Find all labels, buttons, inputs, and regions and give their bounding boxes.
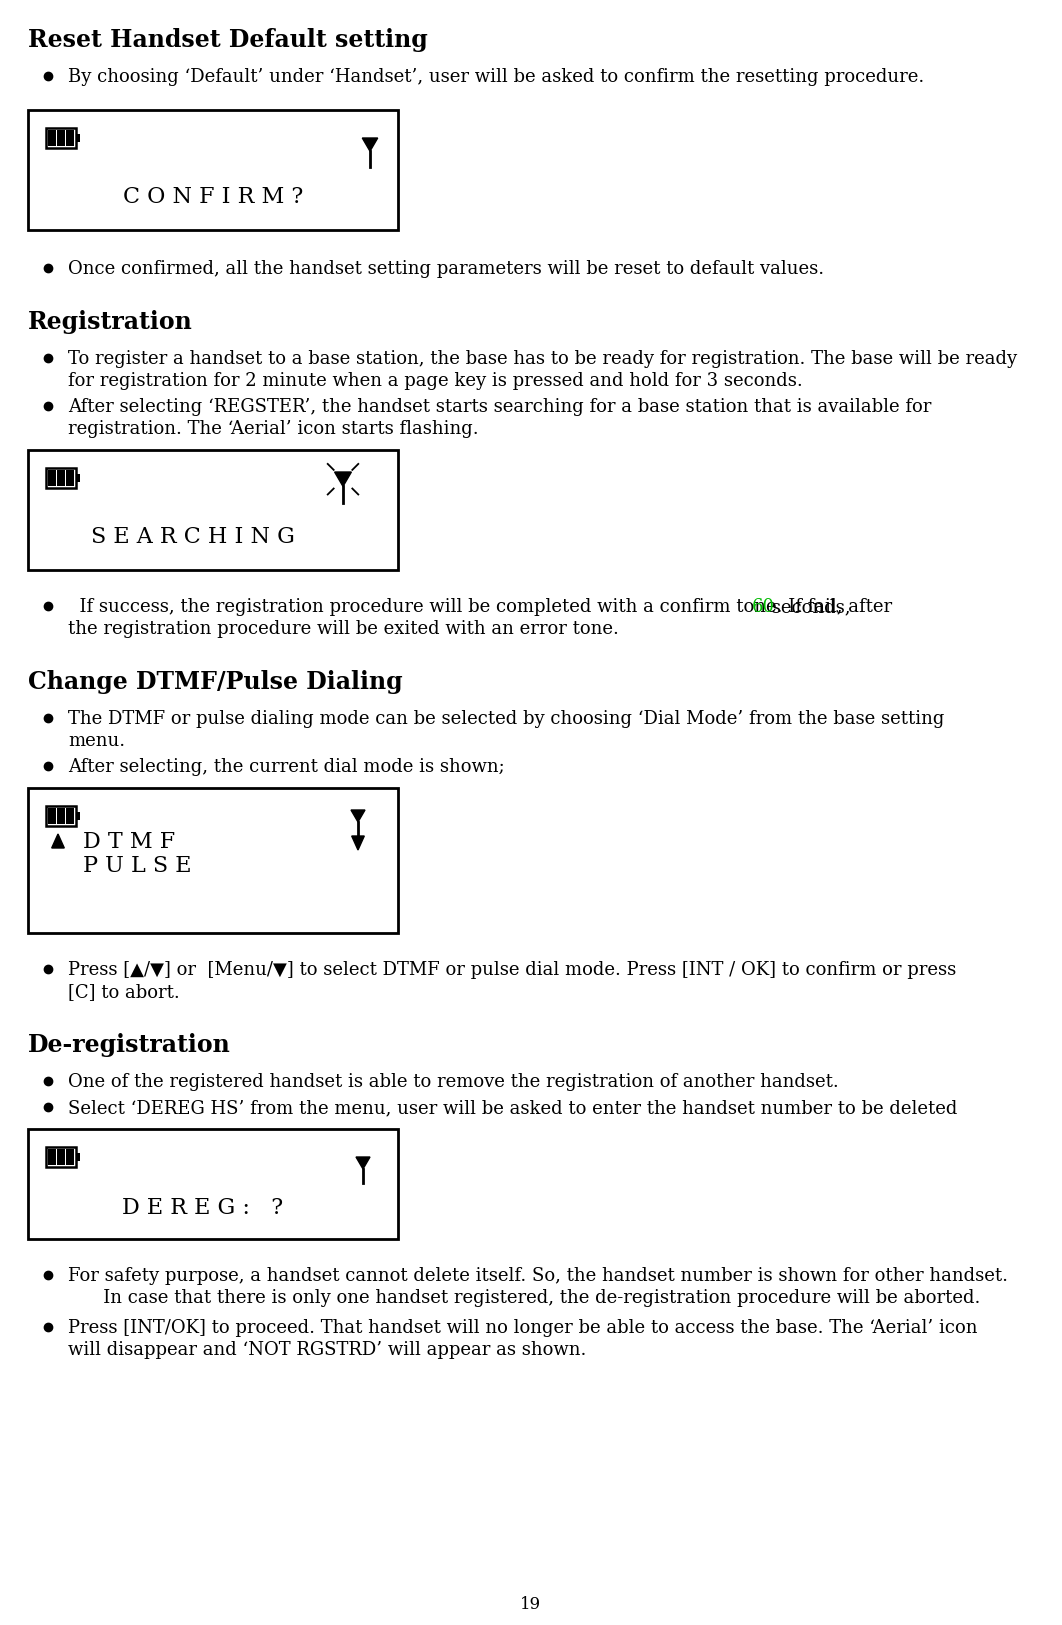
Text: [C] to abort.: [C] to abort.: [68, 983, 179, 1001]
Text: If success, the registration procedure will be completed with a confirm tone. If: If success, the registration procedure w…: [68, 598, 897, 616]
Text: Change DTMF/Pulse Dialing: Change DTMF/Pulse Dialing: [28, 670, 402, 694]
Text: 60: 60: [752, 598, 775, 616]
Polygon shape: [335, 471, 352, 486]
Text: In case that there is only one handset registered, the de-registration procedure: In case that there is only one handset r…: [86, 1289, 980, 1306]
Text: One of the registered handset is able to remove the registration of another hand: One of the registered handset is able to…: [68, 1072, 839, 1090]
Bar: [49, 470, 55, 486]
Bar: [57, 808, 65, 824]
Text: The DTMF or pulse dialing mode can be selected by choosing ‘Dial Mode’ from the : The DTMF or pulse dialing mode can be se…: [68, 710, 944, 728]
Text: S E A R C H I N G: S E A R C H I N G: [91, 526, 295, 548]
Text: Reset Handset Default setting: Reset Handset Default setting: [28, 28, 428, 52]
Text: C O N F I R M ?: C O N F I R M ?: [123, 185, 303, 208]
Bar: [76, 474, 80, 483]
Bar: [76, 1154, 80, 1160]
Bar: [28, 1129, 398, 1238]
Bar: [28, 111, 398, 231]
Bar: [57, 1149, 65, 1165]
Text: 19: 19: [520, 1596, 542, 1614]
Polygon shape: [352, 835, 364, 850]
Text: will disappear and ‘NOT RGSTRD’ will appear as shown.: will disappear and ‘NOT RGSTRD’ will app…: [68, 1341, 586, 1358]
Polygon shape: [52, 834, 65, 848]
Text: After selecting ‘REGSTER’, the handset starts searching for a base station that : After selecting ‘REGSTER’, the handset s…: [68, 398, 931, 416]
Bar: [66, 1149, 73, 1165]
Polygon shape: [356, 1157, 370, 1168]
Bar: [49, 808, 55, 824]
Text: By choosing ‘Default’ under ‘Handset’, user will be asked to confirm the resetti: By choosing ‘Default’ under ‘Handset’, u…: [68, 68, 924, 86]
Text: registration. The ‘Aerial’ icon starts flashing.: registration. The ‘Aerial’ icon starts f…: [68, 419, 479, 439]
Text: Select ‘DEREG HS’ from the menu, user will be asked to enter the handset number : Select ‘DEREG HS’ from the menu, user wi…: [68, 1098, 957, 1116]
Bar: [46, 128, 76, 148]
Bar: [66, 130, 73, 146]
Bar: [28, 450, 398, 570]
Text: To register a handset to a base station, the base has to be ready for registrati: To register a handset to a base station,…: [68, 349, 1017, 367]
Text: seconds,: seconds,: [767, 598, 851, 616]
Bar: [28, 788, 398, 933]
Polygon shape: [352, 809, 365, 822]
Text: Press [INT/OK] to proceed. That handset will no longer be able to access the bas: Press [INT/OK] to proceed. That handset …: [68, 1320, 977, 1337]
Text: for registration for 2 minute when a page key is pressed and hold for 3 seconds.: for registration for 2 minute when a pag…: [68, 372, 803, 390]
Bar: [66, 470, 73, 486]
Text: D T M F: D T M F: [83, 830, 175, 853]
Bar: [57, 130, 65, 146]
Bar: [76, 812, 80, 821]
Text: D E R E G :   ?: D E R E G : ?: [122, 1198, 284, 1219]
Bar: [66, 808, 73, 824]
Bar: [49, 130, 55, 146]
Text: Registration: Registration: [28, 310, 192, 335]
Bar: [46, 806, 76, 826]
Text: Press [▲/▼] or  [Menu/▼] to select DTMF or pulse dial mode. Press [INT / OK] to : Press [▲/▼] or [Menu/▼] to select DTMF o…: [68, 960, 956, 978]
Bar: [46, 1147, 76, 1167]
Bar: [76, 133, 80, 141]
Text: For safety purpose, a handset cannot delete itself. So, the handset number is sh: For safety purpose, a handset cannot del…: [68, 1268, 1008, 1285]
Text: After selecting, the current dial mode is shown;: After selecting, the current dial mode i…: [68, 757, 504, 777]
Text: De-registration: De-registration: [28, 1034, 230, 1056]
Bar: [46, 468, 76, 487]
Polygon shape: [362, 138, 378, 151]
Bar: [49, 1149, 55, 1165]
Text: menu.: menu.: [68, 731, 125, 751]
Bar: [57, 470, 65, 486]
Text: the registration procedure will be exited with an error tone.: the registration procedure will be exite…: [68, 621, 619, 639]
Text: P U L S E: P U L S E: [83, 855, 191, 876]
Text: Once confirmed, all the handset setting parameters will be reset to default valu: Once confirmed, all the handset setting …: [68, 260, 824, 278]
